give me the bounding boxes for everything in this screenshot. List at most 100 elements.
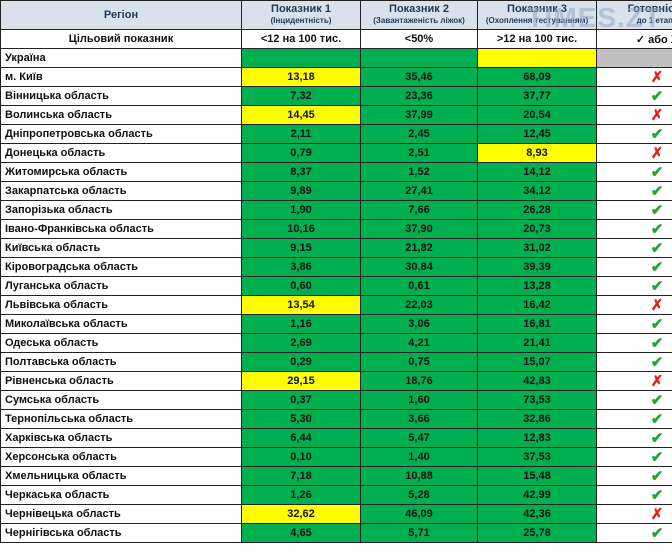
value-cell: 42,36 (477, 504, 597, 524)
check-icon: ✔ (650, 335, 664, 352)
value-cell: 5,47 (360, 428, 478, 448)
region-row: Запорізька область 1,90 7,66 26,28 ✔ (0, 200, 672, 220)
check-icon: ✔ (650, 240, 664, 257)
status-cell: ✔ (596, 276, 672, 296)
region-row: Харківська область 6,44 5,47 12,83 ✔ (0, 428, 672, 448)
value-cell: 15,07 (477, 352, 597, 372)
region-name: Кіровоградська область (0, 257, 242, 277)
value-cell: 32,62 (241, 504, 361, 524)
header-title: Показник 1 (271, 3, 331, 15)
value-cell: 14,45 (241, 105, 361, 125)
region-name: Тернопільська область (0, 409, 242, 429)
value-cell: 21,82 (360, 238, 478, 258)
value-cell: 73,53 (477, 390, 597, 410)
status-cell: ✔ (596, 447, 672, 467)
empty-cell (241, 48, 361, 68)
value-cell: 0,37 (241, 390, 361, 410)
value-cell: 14,12 (477, 162, 597, 182)
status-cell: ✔ (596, 352, 672, 372)
region-row: Волинська область 14,45 37,99 20,54 ✗ (0, 105, 672, 125)
value-cell: 16,42 (477, 295, 597, 315)
header-title: Показник 2 (389, 3, 449, 15)
value-cell: 13,54 (241, 295, 361, 315)
check-icon: ✔ (650, 449, 664, 466)
region-name: Чернігівська область (0, 523, 242, 543)
value-cell: 2,11 (241, 124, 361, 144)
check-icon: ✔ (650, 202, 664, 219)
value-cell: 18,76 (360, 371, 478, 391)
value-cell: 22,03 (360, 295, 478, 315)
region-row: Тернопільська область 5,30 3,66 32,86 ✔ (0, 409, 672, 429)
value-cell: 10,88 (360, 466, 478, 486)
check-icon: ✔ (650, 468, 664, 485)
value-cell: 32,86 (477, 409, 597, 429)
value-cell: 21,41 (477, 333, 597, 353)
header-cell: Показник 3 (Охоплення тестуванням) (477, 0, 597, 30)
region-name: Миколаївська область (0, 314, 242, 334)
region-row: Хмельницька область 7,18 10,88 15,48 ✔ (0, 466, 672, 486)
region-name: Чернівецька область (0, 504, 242, 524)
status-cell: ✗ (596, 371, 672, 391)
value-cell: 20,73 (477, 219, 597, 239)
value-cell: 8,37 (241, 162, 361, 182)
status-cell: ✔ (596, 466, 672, 486)
target-cell: Цільовий показник (0, 29, 242, 49)
region-name: Житомирська область (0, 162, 242, 182)
value-cell: 12,83 (477, 428, 597, 448)
status-cell: ✔ (596, 124, 672, 144)
value-cell: 1,60 (360, 390, 478, 410)
status-cell: ✔ (596, 390, 672, 410)
region-row: Дніпропетровська область 2,11 2,45 12,45 ✔ (0, 124, 672, 144)
watermark: TIMES.ZT (526, 2, 662, 33)
status-cell: ✗ (596, 143, 672, 163)
status-cell: ✔ (596, 200, 672, 220)
check-icon: ✔ (650, 259, 664, 276)
value-cell: 13,28 (477, 276, 597, 296)
value-cell: 12,45 (477, 124, 597, 144)
region-row: Миколаївська область 1,16 3,06 16,81 ✔ (0, 314, 672, 334)
value-cell: 0,75 (360, 352, 478, 372)
region-row: Чернівецька область 32,62 46,09 42,36 ✗ (0, 504, 672, 524)
value-cell: 1,90 (241, 200, 361, 220)
value-cell: 42,99 (477, 485, 597, 505)
region-name: Рівненська область (0, 371, 242, 391)
value-cell: 34,12 (477, 181, 597, 201)
check-icon: ✔ (650, 411, 664, 428)
check-icon: ✔ (650, 164, 664, 181)
value-cell: 0,79 (241, 143, 361, 163)
header-subtitle: (Охоплення тестуванням) (485, 16, 589, 25)
value-cell: 37,77 (477, 86, 597, 106)
check-icon: ✔ (650, 88, 664, 105)
region-name: Черкаська область (0, 485, 242, 505)
empty-cell (360, 48, 478, 68)
value-cell: 46,09 (360, 504, 478, 524)
value-cell: 25,78 (477, 523, 597, 543)
value-cell: 7,32 (241, 86, 361, 106)
value-cell: 30,84 (360, 257, 478, 277)
region-row: Івано-Франківська область 10,16 37,90 20,73… (0, 219, 672, 239)
cross-icon: ✗ (650, 297, 664, 314)
region-name: Полтавська область (0, 352, 242, 372)
value-cell: 42,83 (477, 371, 597, 391)
value-cell: 3,66 (360, 409, 478, 429)
empty-cell (596, 48, 672, 68)
value-cell: 37,90 (360, 219, 478, 239)
value-cell: 39,39 (477, 257, 597, 277)
target-cell: >12 на 100 тис. (477, 29, 597, 49)
value-cell: 31,02 (477, 238, 597, 258)
region-name: Запорізька область (0, 200, 242, 220)
value-cell: 35,46 (360, 67, 478, 87)
value-cell: 0,60 (241, 276, 361, 296)
region-row: Сумська область 0,37 1,60 73,53 ✔ (0, 390, 672, 410)
region-row: Житомирська область 8,37 1,52 14,12 ✔ (0, 162, 672, 182)
target-cell: ✓ або Х (596, 29, 672, 49)
region-name: Сумська область (0, 390, 242, 410)
header-cell: Регіон (0, 0, 242, 30)
region-row: Львівська область 13,54 22,03 16,42 ✗ (0, 295, 672, 315)
region-row: Одеська область 2,69 4,21 21,41 ✔ (0, 333, 672, 353)
value-cell: 0,61 (360, 276, 478, 296)
status-cell: ✔ (596, 219, 672, 239)
region-name: Івано-Франківська область (0, 219, 242, 239)
value-cell: 1,52 (360, 162, 478, 182)
header-subtitle: (Інцидентність) (270, 16, 332, 25)
